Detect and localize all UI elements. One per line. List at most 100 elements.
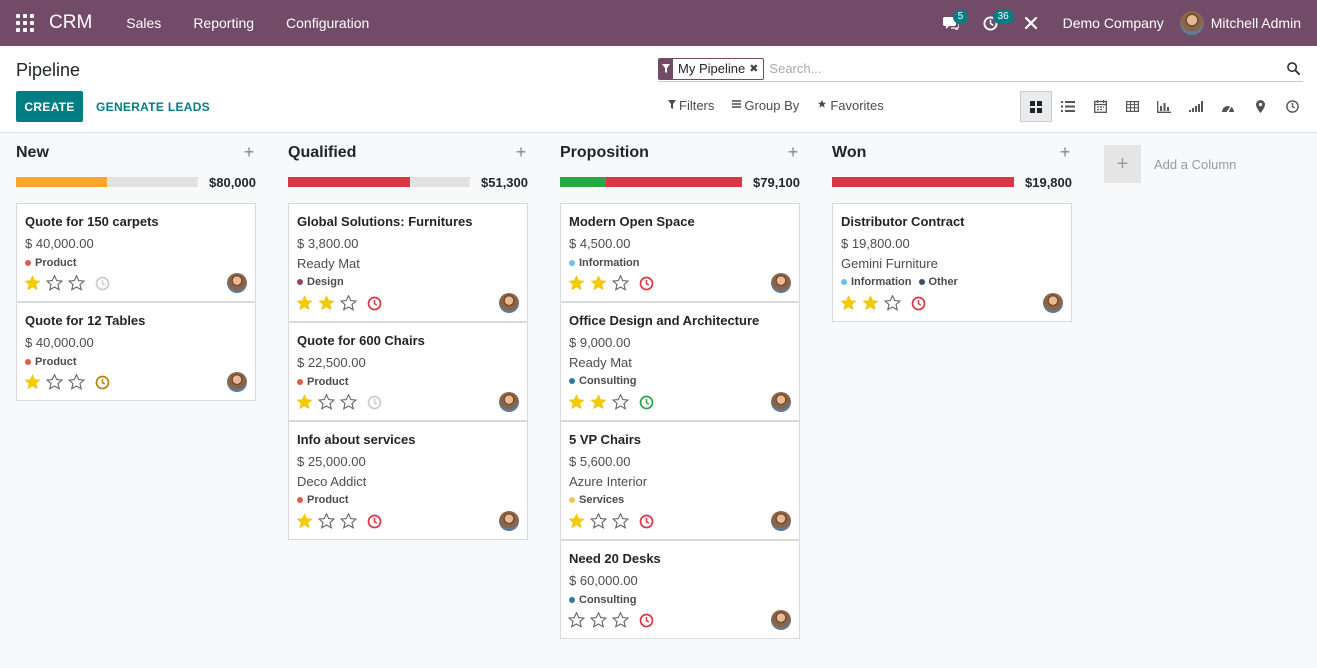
map-view-button[interactable] (1244, 91, 1276, 122)
kanban-card[interactable]: Distributor Contract $ 19,800.00 Gemini Fu… (832, 203, 1072, 322)
activity-clock-icon[interactable] (638, 513, 654, 529)
search-icon[interactable] (1283, 62, 1303, 75)
graph-view-button[interactable] (1148, 91, 1180, 122)
kanban-card[interactable]: Info about services $ 25,000.00 Deco Addic… (288, 421, 528, 540)
priority-star-icon[interactable] (340, 392, 362, 412)
priority-star-icon[interactable] (296, 511, 318, 531)
progress-bar[interactable] (560, 177, 742, 187)
kanban-card[interactable]: Global Solutions: Furnitures $ 3,800.00 Re… (288, 203, 528, 322)
user-menu[interactable]: Mitchell Admin (1179, 11, 1317, 35)
column-title[interactable]: Proposition (560, 144, 649, 161)
progress-segment[interactable] (605, 177, 742, 187)
card-assignee[interactable] (499, 511, 519, 531)
priority-star-icon[interactable] (318, 392, 340, 412)
priority-star-icon[interactable] (24, 372, 46, 392)
column-title[interactable]: New (16, 144, 49, 161)
kanban-view-button[interactable] (1020, 91, 1052, 122)
search-input[interactable] (769, 61, 1283, 76)
create-button[interactable]: CREATE (16, 91, 83, 122)
priority-star-icon[interactable] (840, 293, 862, 313)
kanban-card[interactable]: Modern Open Space $ 4,500.00 Information (560, 203, 800, 302)
priority-star-icon[interactable] (612, 392, 634, 412)
priority-star-icon[interactable] (568, 273, 590, 293)
quick-create-icon[interactable]: + (243, 142, 255, 162)
generate-leads-button[interactable]: GENERATE LEADS (96, 99, 210, 114)
quick-create-icon[interactable]: + (1059, 142, 1071, 162)
priority-star-icon[interactable] (612, 610, 634, 630)
kanban-card[interactable]: Need 20 Desks $ 60,000.00 Consulting (560, 540, 800, 639)
dashboard-view-button[interactable] (1212, 91, 1244, 122)
kanban-card[interactable]: Quote for 600 Chairs $ 22,500.00 Product (288, 322, 528, 421)
activity-clock-icon[interactable] (638, 275, 654, 291)
quick-create-icon[interactable]: + (515, 142, 527, 162)
pivot-view-button[interactable] (1116, 91, 1148, 122)
activity-clock-icon[interactable] (366, 513, 382, 529)
card-assignee[interactable] (771, 511, 791, 531)
activities-button[interactable]: 36 (971, 0, 1014, 46)
progress-bar[interactable] (832, 177, 1014, 187)
priority-star-icon[interactable] (340, 511, 362, 531)
priority-star-icon[interactable] (46, 273, 68, 293)
activity-view-button[interactable] (1276, 91, 1308, 122)
menu-item-sales[interactable]: Sales (126, 15, 162, 31)
progress-bar[interactable] (288, 177, 470, 187)
priority-star-icon[interactable] (318, 511, 340, 531)
debug-button[interactable] (1011, 0, 1051, 46)
list-view-button[interactable] (1052, 91, 1084, 122)
activity-clock-icon[interactable] (910, 295, 926, 311)
activity-clock-icon[interactable] (94, 374, 110, 390)
column-title[interactable]: Qualified (288, 144, 357, 161)
calendar-view-button[interactable] (1084, 91, 1116, 122)
quick-create-icon[interactable]: + (787, 142, 799, 162)
add-column-button[interactable]: + Add a Column (1104, 145, 1236, 183)
progress-segment[interactable] (288, 177, 410, 187)
priority-star-icon[interactable] (590, 610, 612, 630)
progress-segment[interactable] (16, 177, 107, 187)
card-assignee[interactable] (1043, 293, 1063, 313)
priority-star-icon[interactable] (68, 273, 90, 293)
card-assignee[interactable] (771, 392, 791, 412)
card-assignee[interactable] (227, 273, 247, 293)
priority-star-icon[interactable] (590, 511, 612, 531)
apps-menu-icon[interactable] (16, 14, 34, 32)
priority-star-icon[interactable] (884, 293, 906, 313)
kanban-card[interactable]: Quote for 12 Tables $ 40,000.00 Product (16, 302, 256, 401)
priority-star-icon[interactable] (24, 273, 46, 293)
priority-star-icon[interactable] (862, 293, 884, 313)
priority-star-icon[interactable] (568, 511, 590, 531)
groupby-dropdown[interactable]: Group By (732, 98, 799, 113)
priority-star-icon[interactable] (296, 293, 318, 313)
activity-clock-icon[interactable] (366, 394, 382, 410)
progress-bar[interactable] (16, 177, 198, 187)
card-assignee[interactable] (227, 372, 247, 392)
messages-button[interactable]: 5 (931, 0, 971, 46)
activity-clock-icon[interactable] (638, 394, 654, 410)
card-assignee[interactable] (499, 392, 519, 412)
column-title[interactable]: Won (832, 144, 867, 161)
progress-segment[interactable] (560, 177, 606, 187)
priority-star-icon[interactable] (568, 610, 590, 630)
card-assignee[interactable] (499, 293, 519, 313)
priority-star-icon[interactable] (68, 372, 90, 392)
card-assignee[interactable] (771, 273, 791, 293)
priority-star-icon[interactable] (612, 273, 634, 293)
activity-clock-icon[interactable] (94, 275, 110, 291)
activity-clock-icon[interactable] (366, 295, 382, 311)
menu-item-reporting[interactable]: Reporting (193, 15, 255, 31)
remove-facet-icon[interactable]: ✖ (749, 63, 759, 75)
priority-star-icon[interactable] (612, 511, 634, 531)
priority-star-icon[interactable] (46, 372, 68, 392)
kanban-card[interactable]: Office Design and Architecture $ 9,000.00… (560, 302, 800, 421)
filters-dropdown[interactable]: Filters (668, 98, 714, 113)
kanban-card[interactable]: Quote for 150 carpets $ 40,000.00 Product (16, 203, 256, 302)
company-switcher[interactable]: Demo Company (1062, 15, 1164, 31)
priority-star-icon[interactable] (590, 273, 612, 293)
progress-segment[interactable] (832, 177, 1014, 187)
priority-star-icon[interactable] (568, 392, 590, 412)
app-brand[interactable]: CRM (49, 12, 93, 33)
priority-star-icon[interactable] (318, 293, 340, 313)
cohort-view-button[interactable] (1180, 91, 1212, 122)
favorites-dropdown[interactable]: Favorites (817, 98, 884, 113)
menu-item-configuration[interactable]: Configuration (286, 15, 370, 31)
priority-star-icon[interactable] (296, 392, 318, 412)
